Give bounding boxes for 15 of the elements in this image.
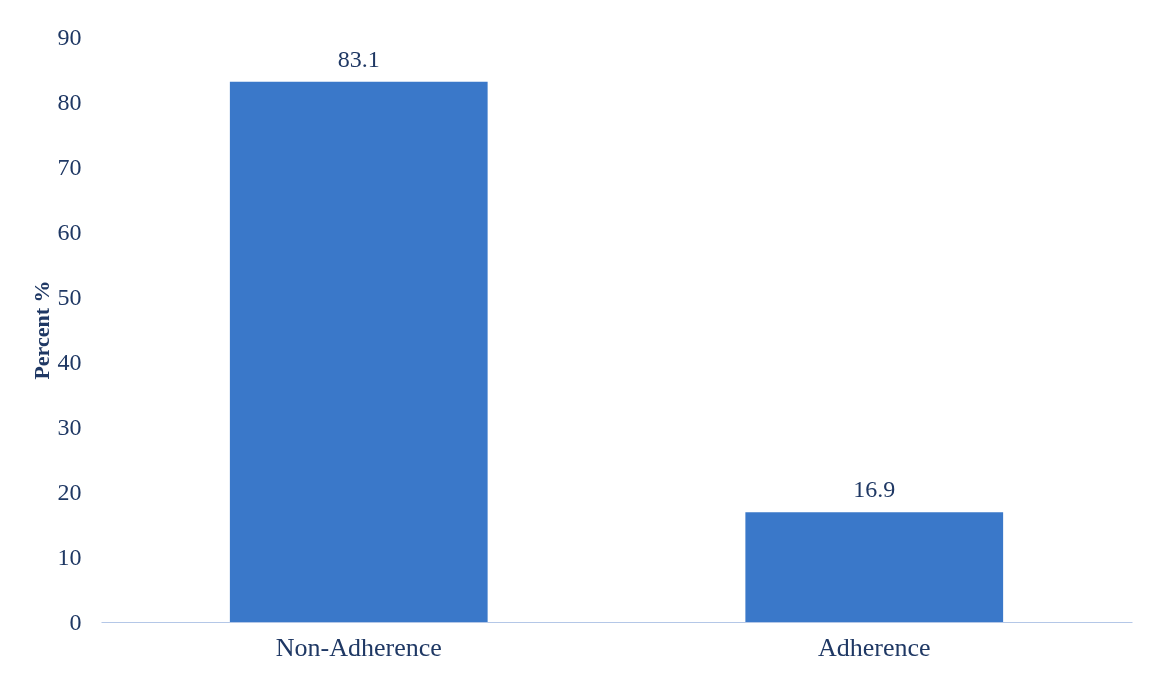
y-tick-label: 80	[57, 88, 82, 115]
y-tick-label: 10	[57, 543, 82, 570]
data-label: 83.1	[337, 45, 380, 72]
y-tick-label: 30	[57, 413, 82, 440]
y-tick-label: 70	[57, 153, 82, 180]
x-tick-label: Adherence	[817, 632, 931, 662]
x-tick-label: Non-Adherence	[275, 632, 442, 662]
y-axis-title: Percent %	[28, 280, 54, 380]
y-tick-label: 50	[57, 283, 82, 310]
data-label: 16.9	[853, 476, 896, 503]
y-tick-label: 0	[69, 608, 82, 635]
y-tick-label: 20	[57, 478, 82, 505]
y-tick-label: 60	[57, 218, 82, 245]
y-tick-label: 40	[57, 348, 82, 375]
y-tick-label: 90	[57, 23, 82, 50]
